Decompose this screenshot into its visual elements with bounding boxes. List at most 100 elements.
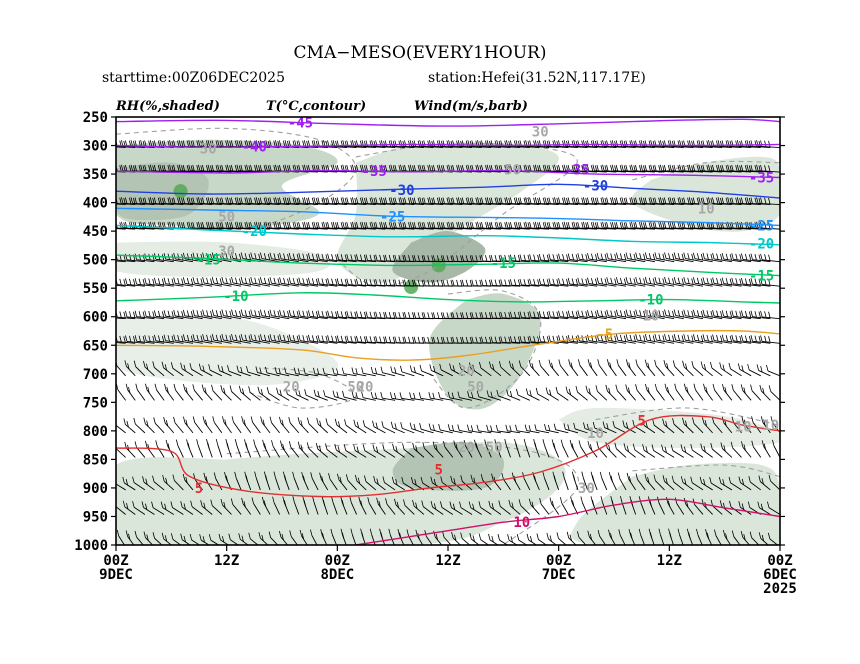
wind-barb-feather (648, 165, 651, 172)
wind-barb-feather (748, 335, 752, 343)
wind-barb-staff (653, 424, 665, 434)
wind-barb-feather (284, 475, 287, 482)
wind-barb-feather (190, 165, 194, 172)
wind-barb-staff (372, 397, 386, 401)
wind-barb-feather (691, 310, 694, 318)
temperature-contour-10 (355, 498, 780, 545)
wind-barb-feather (617, 472, 621, 479)
wind-barb-feather (721, 310, 725, 317)
wind-barb-staff (285, 372, 299, 377)
wind-barb-feather (720, 254, 723, 261)
wind-barb-staff (531, 259, 550, 263)
wind-barb-feather (402, 197, 405, 205)
wind-barb-staff (675, 389, 685, 401)
wind-barb-feather (619, 222, 623, 229)
wind-barb-staff (673, 481, 685, 491)
wind-barb-feather (354, 279, 357, 286)
wind-barb-staff (761, 390, 771, 401)
wind-barb-feather (186, 277, 190, 285)
wind-barb-feather (710, 278, 713, 285)
wind-barb-staff (420, 397, 434, 401)
wind-barb-feather (125, 221, 128, 229)
wind-barb-staff (637, 315, 655, 320)
wind-barb-feather (486, 221, 489, 228)
wind-barb-staff (242, 315, 261, 320)
wind-barb-feather (196, 222, 199, 229)
wind-barb-feather (620, 108, 622, 114)
wind-barb-feather (277, 335, 280, 342)
wind-barb-feather (523, 438, 527, 446)
wind-barb-feather (587, 334, 590, 341)
wind-barb-feather (643, 108, 645, 114)
wind-barb-feather (527, 311, 530, 319)
wind-barb-feather (536, 533, 539, 540)
wind-barb-feather (456, 336, 459, 344)
wind-barb-staff (146, 283, 165, 287)
wind-barb-feather (647, 477, 650, 484)
wind-barb-feather (108, 502, 110, 508)
wind-barb-feather (614, 311, 617, 318)
wind-barb-feather (342, 197, 345, 204)
wind-barb-feather (566, 531, 570, 538)
wind-barb-staff (308, 423, 319, 434)
wind-barb-feather (330, 528, 333, 536)
wind-barb-staff (601, 477, 608, 491)
wind-barb-feather (664, 309, 667, 316)
wind-barb-feather (718, 108, 720, 114)
wind-barb-feather (670, 108, 672, 114)
wind-barb-feather (692, 221, 696, 229)
wind-barb-feather (395, 446, 398, 453)
wind-barb-staff (655, 480, 665, 491)
wind-barb-feather (768, 197, 771, 205)
wind-barb-feather (457, 197, 461, 204)
wind-barb-staff (191, 506, 203, 515)
wind-barb-feather (142, 197, 145, 205)
wind-barb-staff (125, 447, 136, 458)
wind-barb-feather (461, 221, 465, 229)
wind-barb-feather (616, 108, 618, 114)
wind-barb-staff (261, 282, 280, 287)
wind-barb-feather (538, 311, 542, 318)
rh-label: 10 (698, 201, 715, 217)
wind-barb-feather (461, 279, 465, 286)
wind-barb-feather (211, 334, 215, 341)
wind-barb-staff (569, 283, 588, 287)
wind-barb-feather (420, 476, 423, 484)
wind-barb-feather (427, 222, 430, 229)
wind-barb-feather (476, 390, 480, 397)
wind-barb-feather (674, 497, 678, 504)
wind-barb-feather (267, 165, 271, 172)
wind-barb-feather (523, 311, 526, 318)
wind-barb-feather (456, 255, 459, 262)
wind-barb-feather (741, 253, 744, 260)
wind-barb-feather (353, 444, 356, 451)
wind-barb-feather (362, 420, 366, 427)
wind-barb-feather (153, 140, 157, 147)
wind-barb-feather (704, 420, 707, 427)
wind-barb-staff (627, 315, 646, 320)
wind-barb-staff (723, 283, 742, 287)
wind-barb-feather (744, 222, 748, 229)
wind-barb-feather (658, 528, 661, 535)
wind-barb-feather (740, 531, 744, 538)
wind-barb-feather (581, 278, 584, 285)
wind-barb-feather (254, 277, 257, 284)
wind-barb-feather (537, 336, 540, 343)
wind-barb-feather (361, 164, 364, 171)
wind-barb-feather (635, 359, 638, 366)
wind-barb-feather (700, 335, 704, 342)
wind-barb-feather (390, 421, 394, 428)
wind-barb-staff (715, 535, 722, 545)
wind-barb-feather (375, 311, 378, 318)
wind-barb-staff (152, 507, 165, 515)
wind-barb-feather (419, 140, 422, 147)
wind-barb-staff (608, 339, 627, 344)
wind-barb-feather (226, 108, 228, 114)
wind-barb-feather (768, 165, 771, 172)
wind-barb-feather (611, 221, 615, 228)
time-tick-label: 00Z (546, 553, 571, 569)
wind-barb-feather (764, 335, 767, 342)
wind-barb-staff (531, 284, 550, 287)
wind-barb-feather (481, 336, 484, 343)
wind-barb-staff (594, 114, 616, 115)
